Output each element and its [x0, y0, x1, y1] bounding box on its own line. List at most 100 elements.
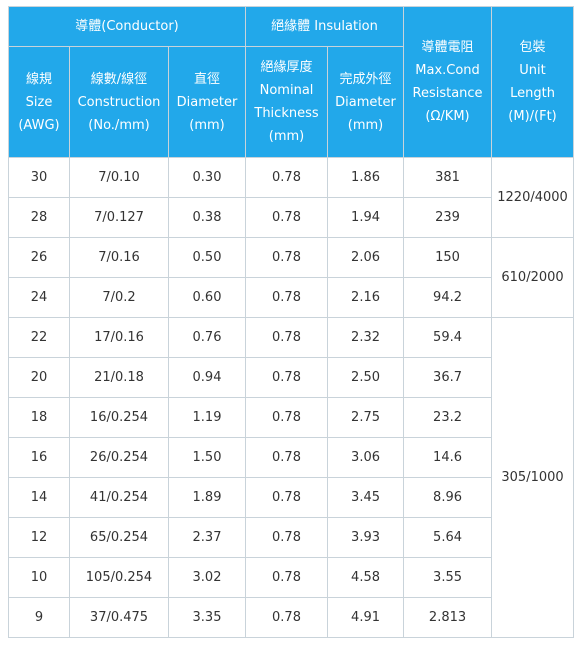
table-row: 22 17/0.16 0.76 0.78 2.32 59.4 305/1000 — [8, 317, 575, 638]
cell-size: 28 — [8, 197, 70, 238]
cell-size: 9 — [8, 597, 70, 638]
header-size-line: Size — [25, 94, 53, 110]
cell-size: 14 — [8, 477, 70, 518]
header-diameter-line: (mm) — [189, 117, 225, 133]
cell-size: 22 — [8, 317, 70, 358]
header-diameter-line: Diameter — [176, 94, 238, 110]
cell-thickness: 0.78 — [245, 237, 329, 278]
cell-construction: 21/0.18 — [69, 357, 169, 398]
cell-construction: 7/0.16 — [69, 237, 169, 278]
cell-thickness: 0.78 — [245, 357, 329, 398]
cell-thickness: 0.78 — [245, 197, 329, 238]
header-unit-length-line: Unit — [519, 63, 546, 78]
cell-diameter: 0.76 — [167, 317, 247, 358]
cell-resistance: 2.813 — [403, 597, 493, 638]
cell-resistance: 14.6 — [403, 437, 493, 478]
table-row: 30 7/0.10 0.30 0.78 1.86 381 1220/4000 — [8, 157, 575, 238]
cell-construction: 41/0.254 — [69, 477, 169, 518]
cell-diameter: 1.89 — [167, 477, 247, 518]
cell-diameter: 0.50 — [167, 237, 247, 278]
cell-resistance: 3.55 — [403, 557, 493, 598]
cell-diameter: 0.38 — [167, 197, 247, 238]
table-row: 20 21/0.18 0.94 0.78 2.50 36.7 — [8, 357, 574, 398]
cell-thickness: 0.78 — [245, 317, 329, 358]
cell-diameter: 3.02 — [167, 557, 247, 598]
cell-construction: 37/0.475 — [69, 597, 169, 638]
header-size: 線規 Size (AWG) — [8, 46, 70, 158]
header-nominal-thickness: 絕緣厚度 Nominal Thickness (mm) — [245, 46, 329, 158]
cell-diameter: 0.30 — [167, 157, 247, 198]
cell-packaging: 610/2000 — [491, 237, 575, 318]
cell-construction: 7/0.127 — [69, 197, 169, 238]
header-nominal-thickness-line: 絕緣厚度 — [260, 60, 313, 75]
cell-finished-diameter: 3.45 — [327, 477, 405, 518]
header-finished-diameter: 完成外徑 Diameter (mm) — [327, 46, 405, 158]
cell-diameter: 0.60 — [167, 277, 247, 318]
header-row-columns: 線規 Size (AWG) 線數/線徑 Construction (No./mm… — [8, 46, 574, 158]
header-finished-diameter-line: (mm) — [347, 117, 384, 133]
cell-construction: 105/0.254 — [69, 557, 169, 598]
header-max-resistance-line: (Ω/KM) — [425, 109, 470, 124]
header-unit-length-line: Length — [510, 86, 555, 101]
header-nominal-thickness-line: Nominal — [259, 83, 314, 98]
cell-thickness: 0.78 — [245, 277, 329, 318]
header-construction-line: (No./mm) — [88, 117, 150, 133]
header-diameter-line: 直徑 — [194, 71, 221, 87]
cell-thickness: 0.78 — [245, 557, 329, 598]
cell-diameter: 1.19 — [167, 397, 247, 438]
cell-thickness: 0.78 — [245, 157, 329, 198]
table-row: 24 7/0.2 0.60 0.78 2.16 94.2 — [8, 277, 574, 318]
cell-size: 10 — [8, 557, 70, 598]
cell-size: 16 — [8, 437, 70, 478]
cell-construction: 65/0.254 — [69, 517, 169, 558]
cell-resistance: 94.2 — [403, 277, 493, 318]
cell-resistance: 239 — [403, 197, 493, 238]
cell-diameter: 1.50 — [167, 437, 247, 478]
header-size-line: (AWG) — [18, 117, 60, 133]
cell-finished-diameter: 2.16 — [327, 277, 405, 318]
header-construction-line: 線數/線徑 — [90, 71, 148, 87]
cell-size: 20 — [8, 357, 70, 398]
cell-diameter: 0.94 — [167, 357, 247, 398]
header-row-group: 導體(Conductor) 絕緣體 Insulation 導體電阻 Max.Co… — [7, 6, 575, 158]
header-finished-diameter-line: 完成外徑 — [339, 71, 392, 87]
cell-finished-diameter: 2.75 — [327, 397, 405, 438]
table-row: 28 7/0.127 0.38 0.78 1.94 239 — [8, 197, 574, 238]
cell-size: 24 — [8, 277, 70, 318]
cell-resistance: 5.64 — [403, 517, 493, 558]
table-row: 9 37/0.475 3.35 0.78 4.91 2.813 — [8, 597, 574, 638]
cell-finished-diameter: 4.91 — [327, 597, 405, 638]
header-max-resistance-line: Max.Cond — [415, 63, 480, 78]
cell-finished-diameter: 3.06 — [327, 437, 405, 478]
cell-resistance: 59.4 — [403, 317, 493, 358]
header-conductor: 導體(Conductor) — [7, 6, 247, 47]
header-unit-length-line: (M)/(Ft) — [508, 109, 557, 124]
cell-resistance: 381 — [403, 157, 493, 198]
cell-resistance: 150 — [403, 237, 493, 278]
cell-construction: 16/0.254 — [69, 397, 169, 438]
cell-size: 30 — [8, 157, 70, 198]
header-unit-length-line: 包裝 — [519, 40, 546, 55]
table-row: 16 26/0.254 1.50 0.78 3.06 14.6 — [8, 437, 574, 478]
header-max-resistance: 導體電阻 Max.Cond Resistance (Ω/KM) — [403, 6, 493, 158]
cell-finished-diameter: 1.94 — [327, 197, 405, 238]
cell-thickness: 0.78 — [245, 597, 329, 638]
cell-finished-diameter: 3.93 — [327, 517, 405, 558]
cell-diameter: 2.37 — [167, 517, 247, 558]
header-finished-diameter-line: Diameter — [335, 94, 396, 110]
cell-thickness: 0.78 — [245, 397, 329, 438]
header-construction-line: Construction — [77, 94, 161, 110]
table-row: 26 7/0.16 0.50 0.78 2.06 150 610/2000 — [8, 237, 575, 318]
cell-finished-diameter: 2.50 — [327, 357, 405, 398]
cell-resistance: 8.96 — [403, 477, 493, 518]
header-max-resistance-line: 導體電阻 — [421, 40, 474, 55]
cell-packaging: 1220/4000 — [491, 157, 575, 238]
cell-thickness: 0.78 — [245, 477, 329, 518]
cell-construction: 7/0.2 — [69, 277, 169, 318]
header-construction: 線數/線徑 Construction (No./mm) — [69, 46, 169, 158]
cell-construction: 26/0.254 — [69, 437, 169, 478]
table-row: 18 16/0.254 1.19 0.78 2.75 23.2 — [8, 397, 574, 438]
cell-construction: 7/0.10 — [69, 157, 169, 198]
table-row: 14 41/0.254 1.89 0.78 3.45 8.96 — [8, 477, 574, 518]
cell-resistance: 23.2 — [403, 397, 493, 438]
